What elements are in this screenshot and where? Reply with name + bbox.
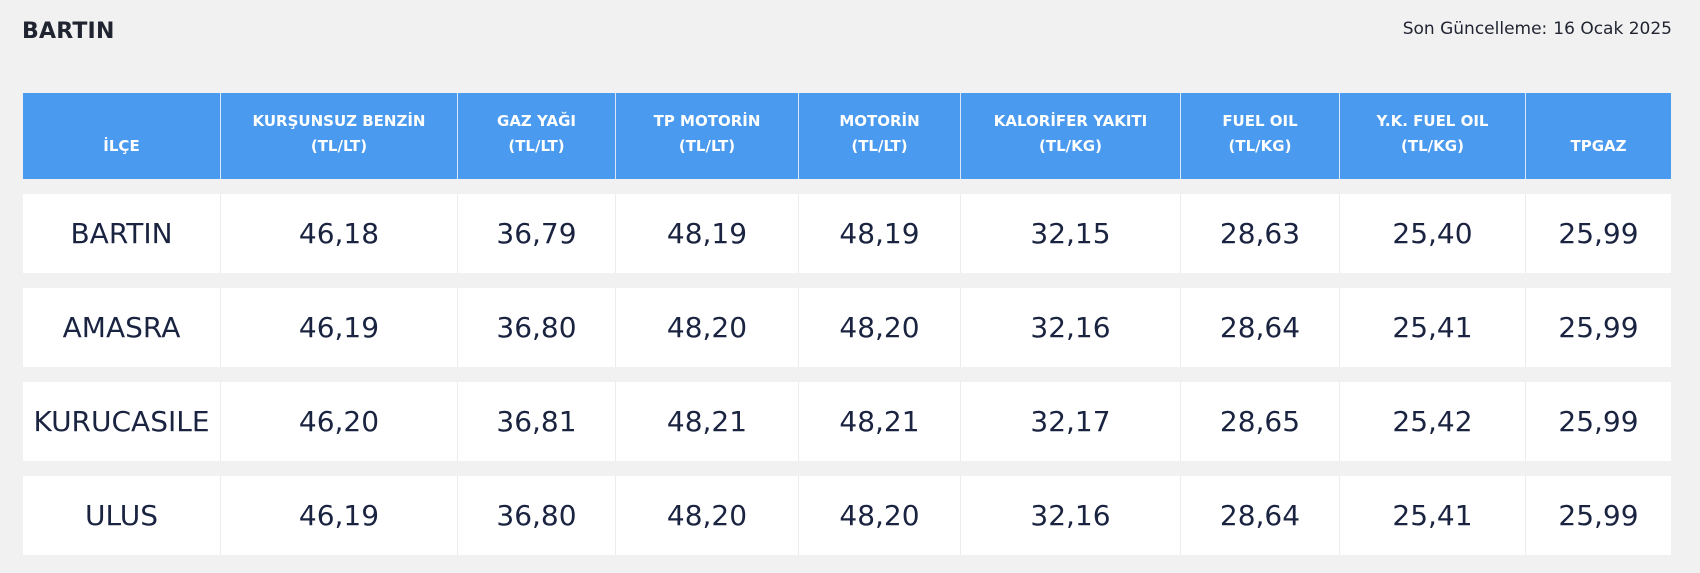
district-cell: AMASRA (23, 288, 220, 367)
column-header-heating-fuel: KALORİFER YAKITI (TL/KG) (960, 93, 1180, 179)
table-row: ULUS 46,19 36,80 48,20 48,20 32,16 28,64… (23, 476, 1671, 555)
row-spacer (23, 461, 1671, 476)
price-cell: 25,41 (1339, 476, 1525, 555)
price-cell: 46,20 (220, 382, 457, 461)
district-cell: BARTIN (23, 194, 220, 273)
price-cell: 46,19 (220, 476, 457, 555)
price-cell: 48,20 (615, 476, 798, 555)
price-cell: 25,40 (1339, 194, 1525, 273)
price-cell: 32,17 (960, 382, 1180, 461)
table-row: AMASRA 46,19 36,80 48,20 48,20 32,16 28,… (23, 288, 1671, 367)
price-cell: 36,81 (457, 382, 615, 461)
column-header-diesel: MOTORİN (TL/LT) (798, 93, 960, 179)
last-update-label: Son Güncelleme: (1402, 19, 1548, 39)
price-cell: 46,18 (220, 194, 457, 273)
row-spacer-cell (23, 273, 1671, 288)
price-cell: 32,16 (960, 476, 1180, 555)
district-cell: ULUS (23, 476, 220, 555)
last-update-date: 16 Ocak 2025 (1553, 19, 1672, 39)
column-header-unit: (TL/LT) (851, 137, 908, 155)
price-cell: 48,19 (798, 194, 960, 273)
column-header-hs-fuel-oil: Y.K. FUEL OIL (TL/KG) (1339, 93, 1525, 179)
column-header-name: TPGAZ (1570, 137, 1627, 155)
page-title: BARTIN (22, 19, 115, 44)
price-cell: 25,99 (1525, 194, 1671, 273)
price-cell: 36,80 (457, 288, 615, 367)
price-cell: 25,41 (1339, 288, 1525, 367)
row-spacer-cell (23, 461, 1671, 476)
price-cell: 28,63 (1180, 194, 1339, 273)
price-cell: 28,64 (1180, 476, 1339, 555)
last-update: Son Güncelleme: 16 Ocak 2025 (1403, 19, 1672, 39)
district-cell: KURUCASILE (23, 382, 220, 461)
column-header-name: FUEL OIL (1222, 112, 1298, 130)
price-cell: 32,16 (960, 288, 1180, 367)
table-row: BARTIN 46,18 36,79 48,19 48,19 32,15 28,… (23, 194, 1671, 273)
column-header-unit: (TL/KG) (1039, 137, 1102, 155)
price-cell: 36,79 (457, 194, 615, 273)
row-spacer-cell (23, 179, 1671, 194)
row-spacer (23, 367, 1671, 382)
column-header-name: GAZ YAĞI (497, 112, 576, 130)
price-cell: 25,42 (1339, 382, 1525, 461)
price-cell: 48,21 (798, 382, 960, 461)
price-cell: 48,21 (615, 382, 798, 461)
price-cell: 25,99 (1525, 476, 1671, 555)
price-cell: 25,99 (1525, 382, 1671, 461)
price-cell: 48,20 (798, 476, 960, 555)
price-cell: 46,19 (220, 288, 457, 367)
price-cell: 32,15 (960, 194, 1180, 273)
column-header-name: KALORİFER YAKITI (993, 112, 1148, 130)
price-cell: 48,19 (615, 194, 798, 273)
column-header-unit: (TL/LT) (310, 137, 368, 155)
column-header-name: KURŞUNSUZ BENZİN (252, 112, 426, 130)
column-header-district: İLÇE (23, 93, 220, 179)
fuel-price-table: İLÇE KURŞUNSUZ BENZİN (TL/LT) GAZ YAĞI (TL… (23, 93, 1671, 555)
price-cell: 48,20 (798, 288, 960, 367)
price-cell: 25,99 (1525, 288, 1671, 367)
row-spacer-cell (23, 367, 1671, 382)
table-body: BARTIN 46,18 36,79 48,19 48,19 32,15 28,… (23, 179, 1671, 555)
column-header-unit: (TL/LT) (508, 137, 565, 155)
row-spacer (23, 273, 1671, 288)
row-spacer (23, 179, 1671, 194)
table-header-row: İLÇE KURŞUNSUZ BENZİN (TL/LT) GAZ YAĞI (TL… (23, 93, 1671, 179)
column-header-kerosene: GAZ YAĞI (TL/LT) (457, 93, 615, 179)
price-cell: 28,65 (1180, 382, 1339, 461)
column-header-unit: (TL/KG) (1401, 137, 1464, 155)
fuel-price-table-container: İLÇE KURŞUNSUZ BENZİN (TL/LT) GAZ YAĞI (TL… (23, 93, 1671, 555)
column-header-name: TP MOTORİN (653, 112, 761, 130)
column-header-tp-diesel: TP MOTORİN (TL/LT) (615, 93, 798, 179)
column-header-name: Y.K. FUEL OIL (1376, 112, 1489, 130)
price-cell: 36,80 (457, 476, 615, 555)
table-row: KURUCASILE 46,20 36,81 48,21 48,21 32,17… (23, 382, 1671, 461)
column-header-fuel-oil: FUEL OIL (TL/KG) (1180, 93, 1339, 179)
column-header-unleaded-gasoline: KURŞUNSUZ BENZİN (TL/LT) (220, 93, 457, 179)
column-header-unit: (TL/KG) (1228, 137, 1292, 155)
column-header-tpgaz: TPGAZ (1525, 93, 1671, 179)
price-cell: 28,64 (1180, 288, 1339, 367)
price-cell: 48,20 (615, 288, 798, 367)
table-header: İLÇE KURŞUNSUZ BENZİN (TL/LT) GAZ YAĞI (TL… (23, 93, 1671, 179)
column-header-name: MOTORİN (839, 112, 920, 130)
column-header-name: İLÇE (103, 137, 140, 155)
column-header-unit: (TL/LT) (678, 137, 736, 155)
